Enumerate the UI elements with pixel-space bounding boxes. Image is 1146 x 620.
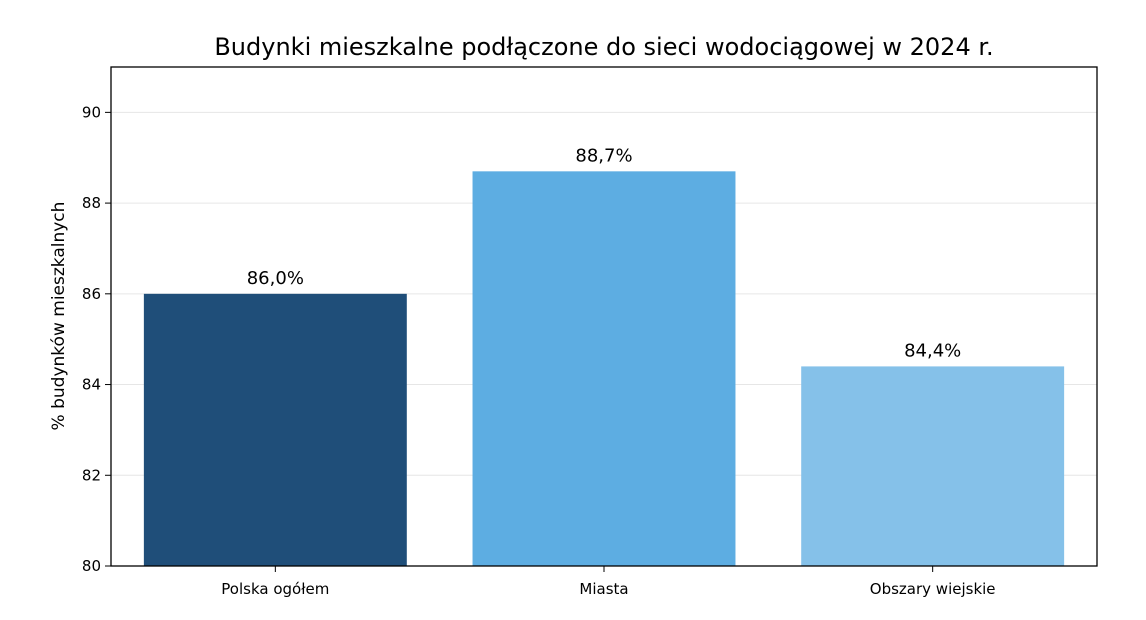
- x-axis-ticks: Polska ogółem Miasta Obszary wiejskie: [221, 566, 996, 598]
- data-label: 86,0%: [247, 268, 304, 289]
- bar: [143, 293, 407, 566]
- bar: [472, 171, 736, 566]
- y-tick-label: 90: [82, 103, 101, 121]
- x-tick-label: Miasta: [579, 580, 628, 598]
- y-axis-label: % budynków mieszkalnych: [49, 202, 69, 431]
- y-tick-label: 82: [82, 466, 101, 484]
- data-label: 84,4%: [904, 340, 961, 361]
- x-tick-label: Polska ogółem: [221, 580, 329, 598]
- data-labels: 86,0% 88,7% 84,4%: [247, 145, 962, 361]
- y-tick-label: 86: [82, 285, 101, 303]
- y-tick-label: 80: [82, 557, 101, 575]
- data-label: 88,7%: [575, 145, 632, 166]
- y-tick-label: 88: [82, 194, 101, 212]
- y-tick-label: 84: [82, 376, 101, 394]
- bar: [801, 366, 1065, 566]
- y-axis-ticks: 80 82 84 86 88 90: [82, 103, 111, 575]
- bars: [143, 171, 1065, 566]
- chart-title: Budynki mieszkalne podłączone do sieci w…: [214, 33, 993, 61]
- x-tick-label: Obszary wiejskie: [870, 580, 996, 598]
